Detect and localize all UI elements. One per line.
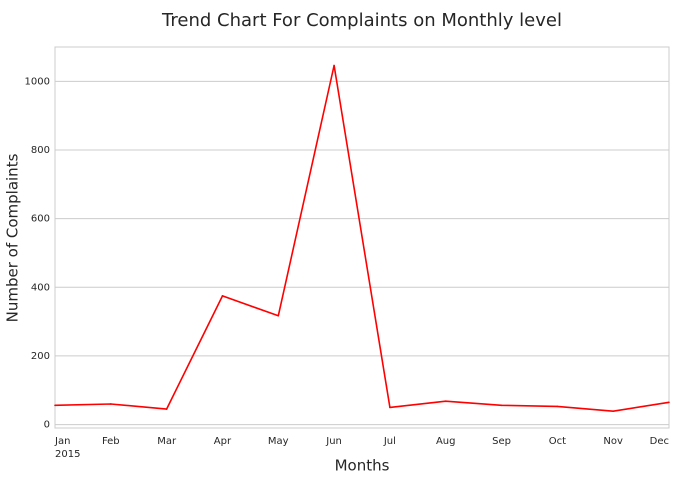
x-tick-label: Feb [102, 436, 120, 447]
data-point [556, 405, 559, 408]
chart-title: Trend Chart For Complaints on Monthly le… [161, 10, 562, 31]
data-point [221, 295, 224, 297]
data-point [110, 403, 112, 405]
data-point [333, 64, 335, 67]
y-tick-label: 1000 [25, 76, 50, 87]
data-point [54, 404, 56, 407]
y-axis-label: Number of Complaints [4, 153, 22, 322]
x-tick-label: Apr [214, 436, 232, 447]
data-point [612, 410, 614, 412]
gridlines [55, 80, 669, 426]
x-tick-labels: Jan Feb Mar Apr May Jun Jul Aug Sep Oct Nov Dec 2015 [54, 436, 669, 460]
x-tick-label: Jun [325, 436, 342, 447]
y-tick-label: 200 [31, 351, 50, 362]
x-axis-label: Months [335, 457, 390, 475]
y-tick-label: 0 [44, 420, 50, 431]
x-tick-label: Dec [650, 436, 669, 447]
y-tick-label: 800 [31, 145, 50, 156]
x-tick-label: Jul [383, 436, 396, 447]
y-tick-labels: 0 200 400 600 800 1000 [25, 76, 50, 430]
x-year-label: 2015 [55, 449, 80, 460]
data-point [444, 400, 447, 403]
data-point [277, 314, 280, 317]
x-tick-label: Mar [157, 436, 177, 447]
x-tick-label: May [268, 436, 289, 447]
x-tick-label: Oct [549, 436, 566, 447]
series-line-0 [54, 64, 670, 413]
plot-frame [54, 46, 670, 429]
y-tick-label: 400 [31, 282, 50, 293]
data-point [500, 404, 503, 407]
data-point [668, 401, 670, 404]
y-tick-label: 600 [31, 214, 50, 225]
x-tick-label: Jan [54, 436, 70, 447]
x-tick-label: Aug [436, 436, 456, 447]
data-point [389, 406, 391, 409]
x-tick-label: Sep [492, 436, 511, 447]
series-layer [54, 64, 670, 413]
data-point [165, 408, 168, 410]
x-tick-label: Nov [603, 436, 623, 447]
